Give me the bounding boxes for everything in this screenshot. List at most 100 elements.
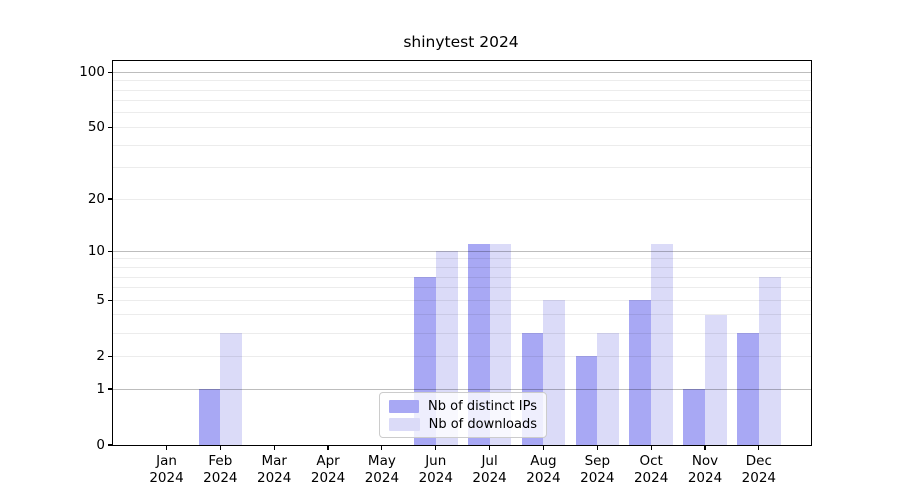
gridline-minor: [113, 112, 811, 114]
x-tick-year: 2024: [149, 469, 184, 486]
x-tick-month: Apr: [316, 453, 340, 469]
x-axis-tick: [381, 445, 383, 450]
legend-swatch-ips: [389, 400, 420, 413]
y-axis-tick-label: 100: [79, 64, 105, 81]
gridline-minor: [113, 167, 811, 169]
gridline-minor: [113, 80, 811, 82]
y-axis-tick: [108, 198, 113, 200]
legend-label-downloads: Nb of downloads: [428, 417, 537, 432]
x-tick-year: 2024: [203, 469, 238, 486]
y-axis-tick: [108, 250, 113, 252]
gridline-major: [113, 71, 811, 73]
gridline-minor: [113, 355, 811, 357]
x-tick-year: 2024: [418, 469, 453, 486]
gridline-minor: [113, 198, 811, 200]
x-tick-year: 2024: [687, 469, 723, 486]
legend-label-ips: Nb of distinct IPs: [428, 399, 537, 414]
x-tick-month: Oct: [639, 453, 663, 469]
bar-downloads-dec: [758, 277, 781, 445]
y-axis-tick-label: 10: [87, 243, 105, 260]
legend: Nb of distinct IPs Nb of downloads: [379, 392, 547, 438]
y-axis-tick: [108, 299, 113, 301]
x-axis-tick: [650, 445, 652, 450]
x-tick-month: Feb: [208, 453, 233, 469]
x-axis-tick: [165, 445, 168, 450]
x-axis-tick-label: May 2024: [350, 453, 414, 486]
gridline-minor: [113, 267, 811, 268]
x-tick-month: Aug: [530, 453, 557, 469]
y-axis-tick: [108, 71, 113, 73]
y-axis-tick-label: 20: [87, 191, 105, 208]
y-axis-tick-label: 1: [96, 381, 105, 397]
gridline-minor: [113, 144, 811, 146]
x-tick-year: 2024: [526, 469, 561, 486]
gridline-minor: [113, 299, 811, 301]
x-tick-month: Jul: [481, 453, 498, 469]
x-axis-tick-label: Jun 2024: [404, 453, 468, 486]
x-tick-month: Sep: [584, 453, 611, 469]
bar-downloads-feb: [220, 333, 243, 445]
y-axis-tick: [108, 388, 113, 390]
bar-ips-sep: [575, 356, 598, 445]
x-tick-year: 2024: [741, 469, 777, 486]
x-axis-tick-label: Feb 2024: [188, 453, 252, 486]
x-axis-tick: [273, 445, 275, 450]
y-axis-tick-label: 50: [87, 119, 105, 136]
legend-row-ips: Nb of distinct IPs: [389, 399, 537, 414]
x-axis-tick: [219, 445, 221, 450]
y-axis-tick: [108, 444, 113, 446]
bar-downloads-oct: [651, 244, 673, 445]
x-axis-tick: [489, 445, 491, 450]
x-axis-tick-label: Nov 2024: [673, 453, 737, 486]
x-axis-tick-label: Oct 2024: [619, 453, 683, 486]
bar-downloads-aug: [543, 300, 566, 445]
x-tick-month: Jan: [156, 453, 177, 469]
gridline-minor: [113, 287, 811, 289]
bar-ips-dec: [737, 333, 759, 445]
x-axis-tick-label: Jul 2024: [458, 453, 522, 486]
axis-layer: 0 1 2 5 10 20 50 100 Jan 2024 Feb 2024 Mar 2024 Apr 202…: [79, 61, 811, 485]
x-tick-year: 2024: [633, 469, 669, 486]
bar-ips-oct: [629, 300, 652, 445]
x-axis-tick-label: Mar 2024: [242, 453, 306, 486]
bar-downloads-sep: [597, 333, 620, 445]
x-axis-tick: [596, 445, 598, 450]
grid-layer: [113, 61, 811, 445]
y-axis-tick-label: 5: [96, 292, 105, 309]
gridline-minor: [113, 332, 811, 334]
x-axis-tick: [758, 445, 760, 450]
bars-layer: [113, 61, 811, 445]
x-axis-tick-label: Apr 2024: [296, 453, 360, 486]
x-axis-tick-label: Aug 2024: [511, 453, 575, 486]
x-axis-tick: [327, 445, 329, 450]
chart-title: shinytest 2024: [403, 33, 519, 51]
bar-ips-nov: [683, 389, 705, 445]
gridline-minor: [113, 126, 811, 128]
y-axis-tick: [108, 126, 113, 128]
bar-ips-feb: [198, 389, 221, 445]
x-axis-tick-label: Dec 2024: [727, 453, 791, 486]
gridline-major: [113, 250, 811, 252]
y-axis-tick-label: 2: [96, 348, 105, 365]
x-tick-month: Mar: [261, 453, 287, 469]
x-tick-month: May: [367, 453, 396, 469]
x-axis-tick-label: Sep 2024: [565, 453, 629, 486]
x-axis-tick: [704, 445, 706, 450]
x-tick-month: Jun: [425, 453, 447, 469]
x-tick-month: Dec: [745, 453, 772, 469]
y-axis-tick: [108, 355, 113, 357]
legend-swatch-downloads: [389, 418, 420, 431]
gridline-minor: [113, 100, 811, 102]
gridline-major: [113, 388, 811, 390]
x-tick-month: Nov: [691, 453, 719, 469]
gridline-minor: [113, 314, 811, 316]
gridline-minor: [113, 258, 811, 260]
legend-row-downloads: Nb of downloads: [389, 417, 537, 432]
x-tick-year: 2024: [472, 469, 507, 486]
x-tick-year: 2024: [364, 469, 400, 486]
x-axis-tick-label: Jan 2024: [135, 453, 199, 486]
gridline-minor: [113, 276, 811, 278]
x-axis-tick: [435, 445, 437, 450]
x-tick-year: 2024: [580, 469, 615, 486]
